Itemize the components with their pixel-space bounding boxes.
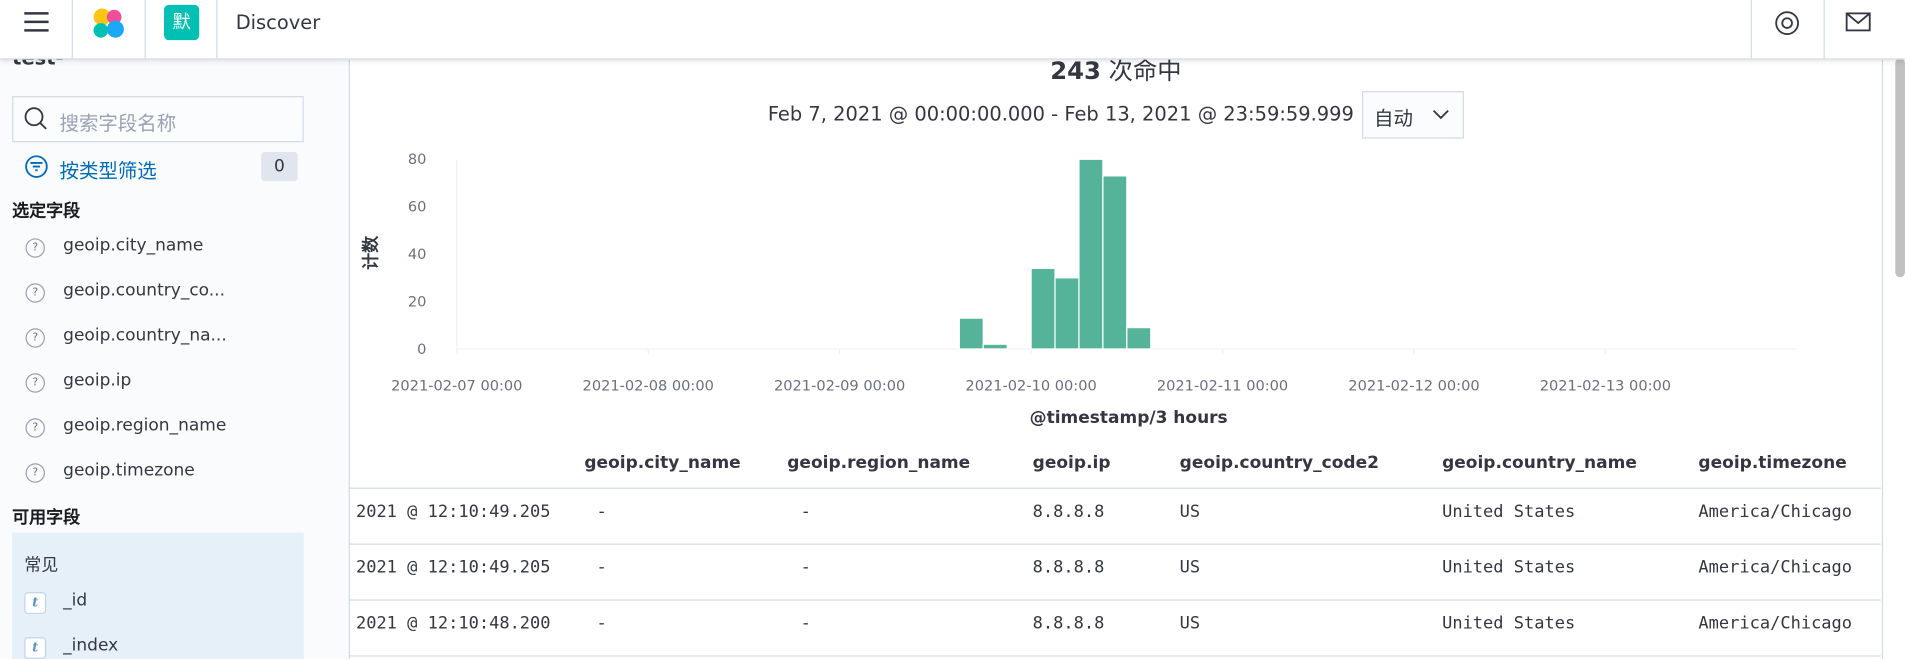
filter-button[interactable]: 按类型筛选 [59, 159, 157, 183]
column-header[interactable]: geoip.country_name [1442, 453, 1637, 473]
field-name[interactable]: geoip.city_name [63, 235, 204, 256]
field-type-icon: t [24, 637, 47, 659]
table-cell: US [1179, 614, 1201, 634]
section-title: 选定字段 [12, 201, 81, 222]
table-cell: - [800, 502, 811, 522]
row-divider [348, 487, 1881, 489]
time-range: Feb 7, 2021 @ 00:00:00.000 - Feb 13, 202… [767, 102, 1354, 126]
table-cell: 8.8.8.8 [1032, 558, 1105, 578]
y-tick-label: 20 [408, 293, 427, 310]
hit-count: 243 [1050, 55, 1101, 86]
table-cell: America/Chicago [1698, 614, 1853, 634]
y-tick-label: 80 [408, 151, 427, 168]
table-cell: America/Chicago [1698, 558, 1853, 578]
row-divider [348, 599, 1881, 601]
section-title: 常见 [24, 555, 59, 576]
table-cell: 2021 @ 12:10:49.205 [355, 502, 551, 522]
x-tick-label: 2021-02-09 00:00 [774, 377, 905, 394]
section-title: 可用字段 [12, 508, 81, 528]
x-tick-label: 2021-02-11 00:00 [1157, 377, 1288, 394]
field-name[interactable]: geoip.timezone [63, 460, 195, 481]
x-tick-label: 2021-02-08 00:00 [583, 377, 714, 394]
field-name[interactable]: geoip.ip [63, 370, 132, 391]
field-name[interactable]: geoip.region_name [63, 415, 227, 436]
table-cell: 2021 @ 12:10:49.205 [355, 558, 551, 578]
bar [958, 317, 984, 350]
bar [1054, 277, 1080, 350]
table-cell: United States [1442, 502, 1576, 522]
field-name[interactable]: _id [63, 590, 88, 611]
field-type-icon: ? [25, 418, 45, 438]
field-type-icon: ? [25, 283, 45, 303]
column-header[interactable]: geoip.city_name [584, 453, 741, 473]
interval-value: 自动 [1374, 106, 1413, 131]
sidebar: test- 搜索字段名称 按类型筛选 0 选定字段 可用字段 常见 ?geoip… [0, 46, 349, 659]
app-title: Discover [235, 10, 321, 35]
chevron [1432, 110, 1449, 120]
y-tick-label: 60 [408, 199, 427, 216]
bar [1030, 267, 1056, 350]
table-cell: - [596, 614, 607, 634]
bar [1102, 175, 1128, 350]
table-cell: - [800, 614, 811, 634]
field-name[interactable]: _index [63, 635, 119, 656]
x-tick-label: 2021-02-10 00:00 [965, 377, 1096, 394]
x-tick-label: 2021-02-07 00:00 [391, 377, 522, 394]
main-panel: 243 次命中 Feb 7, 2021 @ 00:00:00.000 - Feb… [348, 56, 1884, 659]
scrollbar[interactable] [1895, 58, 1905, 278]
search-placeholder: 搜索字段名称 [59, 111, 177, 135]
header: 默 Discover [0, 0, 1905, 60]
help-button[interactable] [1774, 10, 1801, 37]
table-cell: US [1179, 558, 1201, 578]
column-header[interactable]: geoip.country_code2 [1179, 453, 1379, 473]
table-cell: - [800, 558, 811, 578]
column-header[interactable]: geoip.ip [1032, 453, 1111, 473]
field-type-icon: ? [25, 238, 45, 258]
column-header[interactable]: geoip.region_name [787, 453, 971, 473]
menu-button[interactable] [23, 11, 50, 35]
table-cell: United States [1442, 558, 1576, 578]
bar [1126, 327, 1152, 350]
hits: 243 次命中 [350, 51, 1882, 86]
table-cell: 2021 @ 12:10:48.200 [355, 614, 551, 634]
y-tick-label: 0 [417, 341, 426, 358]
table-cell: America/Chicago [1698, 502, 1853, 522]
x-axis-label: @timestamp/3 hours [1030, 408, 1228, 428]
logo[interactable] [90, 5, 126, 41]
table-cell: US [1179, 502, 1201, 522]
column-header[interactable]: geoip.timezone [1698, 453, 1847, 473]
field-type-icon: ? [25, 463, 45, 483]
space-avatar[interactable]: 默 [164, 4, 200, 41]
mail-button[interactable] [1845, 12, 1872, 32]
table-cell: - [596, 502, 607, 522]
search-box[interactable]: 搜索字段名称 [12, 96, 304, 143]
field-name[interactable]: geoip.country_co... [63, 280, 226, 301]
search-icon [24, 107, 47, 130]
histogram: 0 20 40 60 80 2021-02-07 00:00 2021-02-08 00:0… [361, 151, 1797, 428]
table-cell: - [596, 558, 607, 578]
filter-count: 0 [261, 151, 298, 182]
field-type-icon: t [24, 592, 47, 615]
popular-panel [12, 532, 304, 659]
y-tick-label: 40 [408, 246, 427, 263]
bar [1078, 158, 1104, 350]
filter-icon [25, 155, 48, 178]
row-divider [348, 543, 1881, 545]
table-cell: 8.8.8.8 [1032, 502, 1105, 522]
bar [982, 343, 1008, 350]
row-divider [348, 655, 1881, 657]
field-type-icon: ? [25, 328, 45, 348]
x-tick-label: 2021-02-12 00:00 [1348, 377, 1479, 394]
y-axis-label: 计数 [361, 235, 382, 270]
hit-label: 次命中 [1108, 55, 1182, 86]
field-type-icon: ? [25, 373, 45, 393]
interval-select[interactable]: 自动 [1361, 91, 1464, 139]
x-tick-label: 2021-02-13 00:00 [1540, 377, 1671, 394]
table-cell: 8.8.8.8 [1032, 614, 1105, 634]
field-name[interactable]: geoip.country_na... [63, 325, 227, 346]
table-cell: United States [1442, 614, 1576, 634]
